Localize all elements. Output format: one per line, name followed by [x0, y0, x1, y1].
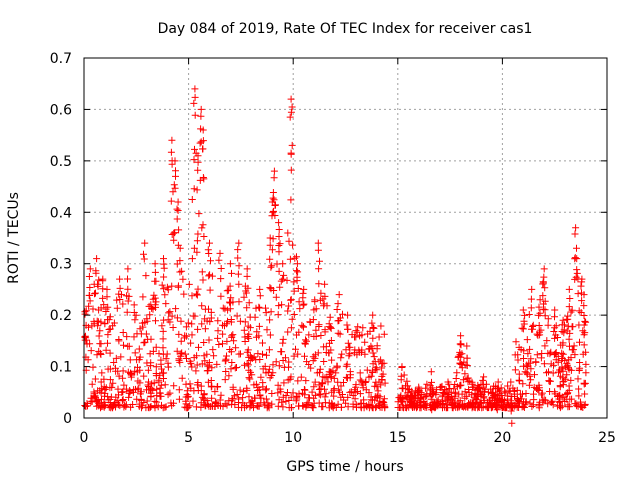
y-tick-label: 0.7: [50, 51, 72, 67]
y-tick-label: 0: [63, 411, 72, 427]
y-tick-label: 0.4: [50, 205, 72, 221]
scatter-markers: [81, 85, 590, 427]
x-tick-label: 25: [598, 430, 616, 446]
plot-frame: [83, 57, 608, 419]
y-tick-label: 0.6: [50, 102, 72, 118]
x-axis-title: GPS time / hours: [286, 459, 403, 475]
data-points: [81, 85, 590, 427]
y-tick-label: 0.5: [50, 154, 72, 170]
x-tick-labels: 0 5 10 15 20 25: [80, 430, 616, 446]
x-tick-label: 15: [389, 430, 407, 446]
x-tick-label: 10: [284, 430, 302, 446]
y-tick-labels: 0 0.1 0.2 0.3 0.4 0.5 0.6 0.7: [50, 51, 72, 427]
axis-ticks: [83, 57, 608, 419]
x-tick-label: 20: [493, 430, 511, 446]
chart-title: Day 084 of 2019, Rate Of TEC Index for r…: [158, 21, 533, 37]
y-tick-label: 0.1: [50, 360, 72, 376]
y-tick-label: 0.2: [50, 308, 72, 324]
y-axis-title: ROTI / TECUs: [6, 192, 22, 284]
x-tick-label: 5: [184, 430, 193, 446]
y-tick-label: 0.3: [50, 257, 72, 273]
x-tick-label: 0: [80, 430, 89, 446]
